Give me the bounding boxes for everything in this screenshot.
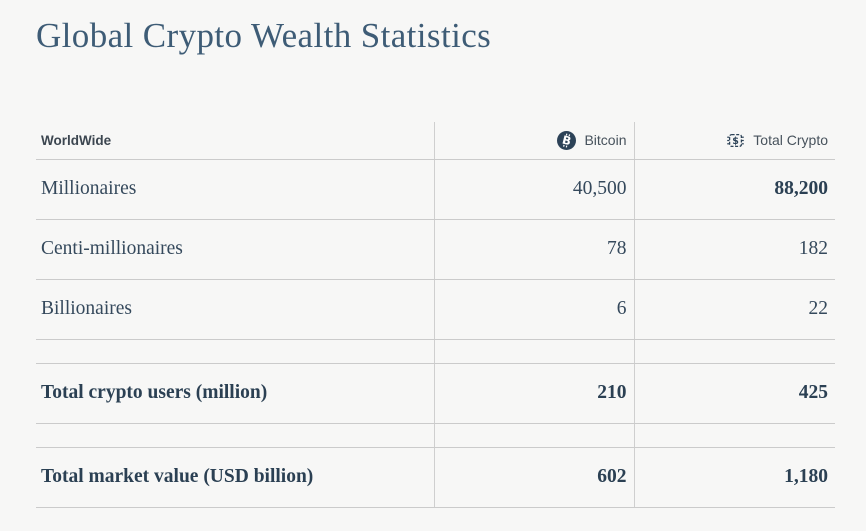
bitcoin-value-cell: 602 [433,447,634,508]
svg-text:B: B [561,132,573,148]
total-crypto-value-cell: 182 [633,219,835,280]
bitcoin-column-label: Bitcoin [584,132,627,149]
page-title: Global Crypto Wealth Statistics [36,16,492,55]
column-header-worldwide: WorldWide [36,122,434,160]
table-row-total-market-value: Total market value (USD billion) 602 1,1… [36,447,835,508]
total-crypto-value-cell: 22 [633,279,835,340]
column-header-bitcoin: B Bitcoin [433,122,634,160]
table-row-total-crypto-users: Total crypto users (million) 210 425 [36,363,835,424]
row-label: Millionaires [36,159,434,220]
column-header-total-crypto: $ Total Crypto [633,122,835,160]
total-crypto-column-label: Total Crypto [753,132,828,149]
bitcoin-value-cell: 6 [433,279,634,340]
total-crypto-value-cell: 88,200 [633,159,835,220]
chip-dollar-icon: $ [726,131,745,150]
table-row-centi-millionaires: Centi-millionaires 78 182 [36,219,835,280]
table-header-row: WorldWide B [36,122,835,160]
row-label: Total crypto users (million) [36,363,434,424]
row-label: Centi-millionaires [36,219,434,280]
spacer-row [36,339,835,364]
bitcoin-value-cell: 210 [433,363,634,424]
bitcoin-coin-icon: B [557,130,577,150]
spacer-row [36,423,835,448]
row-label: Billionaires [36,279,434,340]
row-label: Total market value (USD billion) [36,447,434,508]
crypto-wealth-table: WorldWide B [36,122,835,508]
bitcoin-value-cell: 40,500 [433,159,634,220]
table-row-millionaires: Millionaires 40,500 88,200 [36,159,835,220]
total-crypto-value-cell: 1,180 [633,447,835,508]
total-crypto-value-cell: 425 [633,363,835,424]
table-row-billionaires: Billionaires 6 22 [36,279,835,340]
bitcoin-value-cell: 78 [433,219,634,280]
svg-text:$: $ [733,136,740,147]
